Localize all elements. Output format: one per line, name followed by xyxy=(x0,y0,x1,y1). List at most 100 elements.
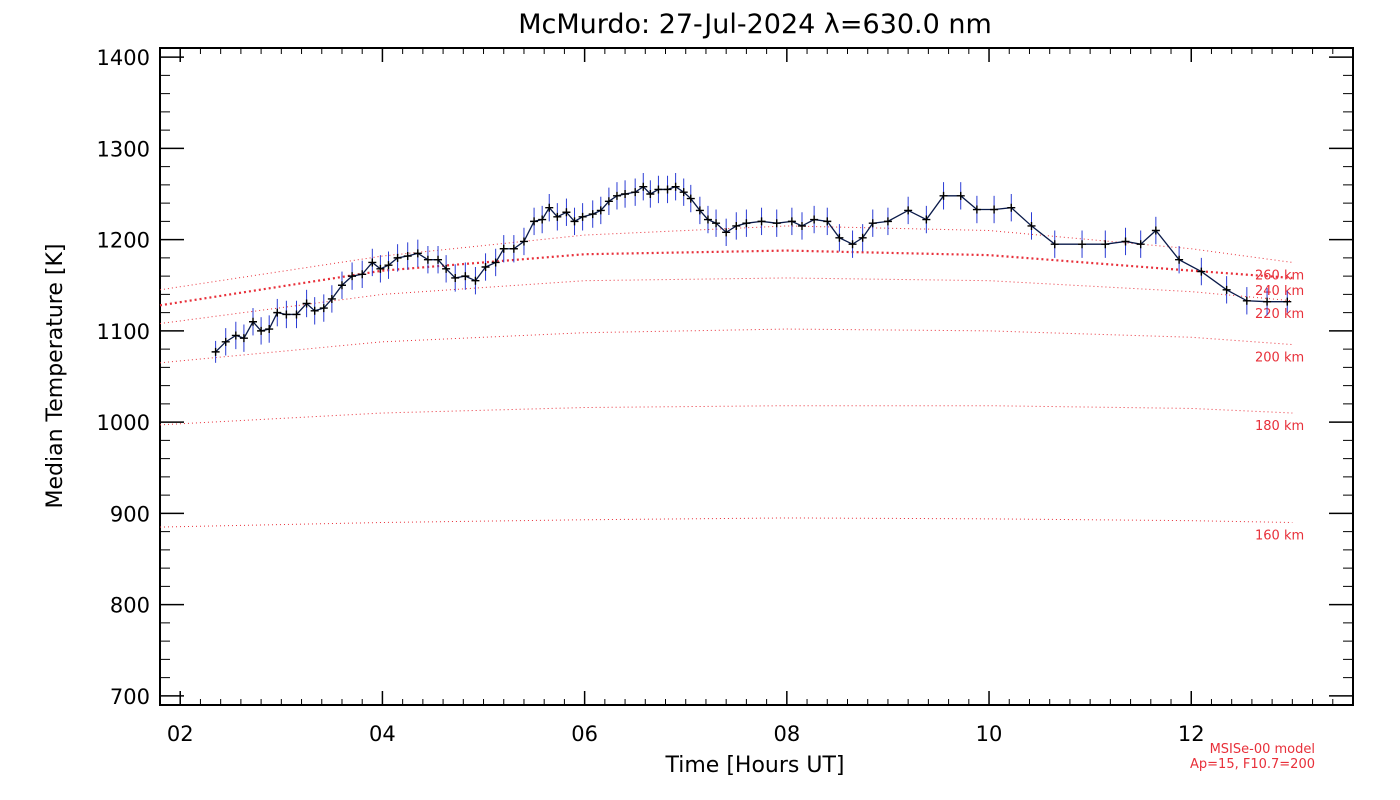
data-point xyxy=(1136,240,1145,249)
data-point xyxy=(376,264,385,273)
data-point xyxy=(646,190,655,198)
y-tick-label: 1300 xyxy=(97,137,150,161)
x-tick-label: 06 xyxy=(571,722,598,746)
data-point xyxy=(621,190,630,198)
model-curve-label: 180 km xyxy=(1255,419,1304,434)
y-tick-label: 1000 xyxy=(97,411,150,435)
data-point xyxy=(604,197,613,206)
y-tick-label: 1100 xyxy=(97,320,150,344)
data-point xyxy=(990,205,999,214)
data-point xyxy=(639,182,648,191)
data-point xyxy=(703,215,712,224)
data-point xyxy=(797,221,806,230)
data-point xyxy=(302,299,311,308)
data-point xyxy=(679,188,688,197)
data-point xyxy=(1121,237,1130,246)
data-point xyxy=(1050,240,1059,249)
data-point xyxy=(499,244,508,253)
data-point xyxy=(451,273,460,282)
data-point xyxy=(1027,221,1036,230)
data-point xyxy=(273,308,282,317)
data-point xyxy=(1263,297,1272,306)
plot-frame xyxy=(159,47,1354,706)
data-point xyxy=(403,252,412,261)
model-curve-label: 260 km xyxy=(1255,268,1304,283)
data-point xyxy=(257,326,266,335)
data-point xyxy=(1283,297,1292,306)
data-point xyxy=(481,263,490,271)
data-point xyxy=(491,258,500,267)
data-series xyxy=(211,173,1292,363)
data-point xyxy=(545,203,554,212)
data-point xyxy=(939,191,948,200)
data-point xyxy=(612,191,621,200)
data-point xyxy=(282,310,291,319)
x-tick-label: 08 xyxy=(773,722,800,746)
data-point xyxy=(1222,285,1231,294)
data-point xyxy=(1007,203,1016,212)
data-point xyxy=(1101,240,1110,249)
data-point xyxy=(596,206,605,215)
data-point xyxy=(461,272,470,281)
data-point xyxy=(712,219,721,228)
data-point xyxy=(732,221,741,230)
data-point xyxy=(742,219,751,228)
data-point xyxy=(883,217,892,226)
y-tick-label: 700 xyxy=(110,685,150,709)
data-point xyxy=(538,215,547,224)
data-point xyxy=(1242,296,1251,305)
data-point xyxy=(654,185,663,194)
data-point xyxy=(337,281,346,290)
data-point xyxy=(423,255,432,264)
y-axis-label: Median Temperature [K] xyxy=(43,244,68,509)
data-point xyxy=(562,208,571,217)
y-tick-label: 1400 xyxy=(97,46,150,70)
data-point xyxy=(823,217,832,226)
x-tick-label: 12 xyxy=(1178,722,1205,746)
data-point xyxy=(434,255,443,264)
data-point xyxy=(249,317,258,326)
data-point xyxy=(1078,240,1087,249)
model-curve-label: 240 km xyxy=(1255,284,1304,299)
data-point xyxy=(239,334,248,343)
data-point xyxy=(904,206,913,215)
data-point xyxy=(671,182,680,191)
model-curve-label: 200 km xyxy=(1255,351,1304,366)
chart-title: McMurdo: 27-Jul-2024 λ=630.0 nm xyxy=(518,9,992,40)
data-point xyxy=(348,272,357,281)
data-point xyxy=(393,253,402,262)
x-tick-label: 10 xyxy=(976,722,1003,746)
data-point xyxy=(358,270,367,279)
x-tick-label: 04 xyxy=(369,722,396,746)
data-point xyxy=(570,217,579,226)
data-point xyxy=(1175,255,1184,264)
data-point xyxy=(757,217,766,226)
data-point xyxy=(1197,267,1206,276)
data-point xyxy=(413,249,422,258)
data-point xyxy=(631,188,640,197)
model-annotation: MSISe-00 model xyxy=(1210,742,1315,757)
data-point xyxy=(922,215,931,224)
data-point xyxy=(211,347,220,356)
data-point xyxy=(265,325,274,334)
data-point xyxy=(956,191,965,200)
data-point xyxy=(858,233,867,242)
data-point xyxy=(384,261,393,270)
data-point xyxy=(471,276,480,285)
data-point xyxy=(835,233,844,242)
data-point xyxy=(810,215,819,224)
data-point xyxy=(663,185,672,194)
data-point xyxy=(231,331,240,340)
data-point xyxy=(519,237,528,246)
model-curve-label: 220 km xyxy=(1255,307,1304,322)
data-point xyxy=(319,304,328,313)
data-point xyxy=(221,337,230,346)
data-point xyxy=(868,219,877,228)
data-point xyxy=(509,244,518,253)
data-point xyxy=(327,294,336,303)
data-point xyxy=(578,212,587,221)
axis-ticks: 02 04 06 08 10 12 700 800 900 1000 1100 1200 1300 140… xyxy=(97,46,1354,746)
model-curve xyxy=(159,405,1293,426)
model-curve xyxy=(159,249,1293,307)
